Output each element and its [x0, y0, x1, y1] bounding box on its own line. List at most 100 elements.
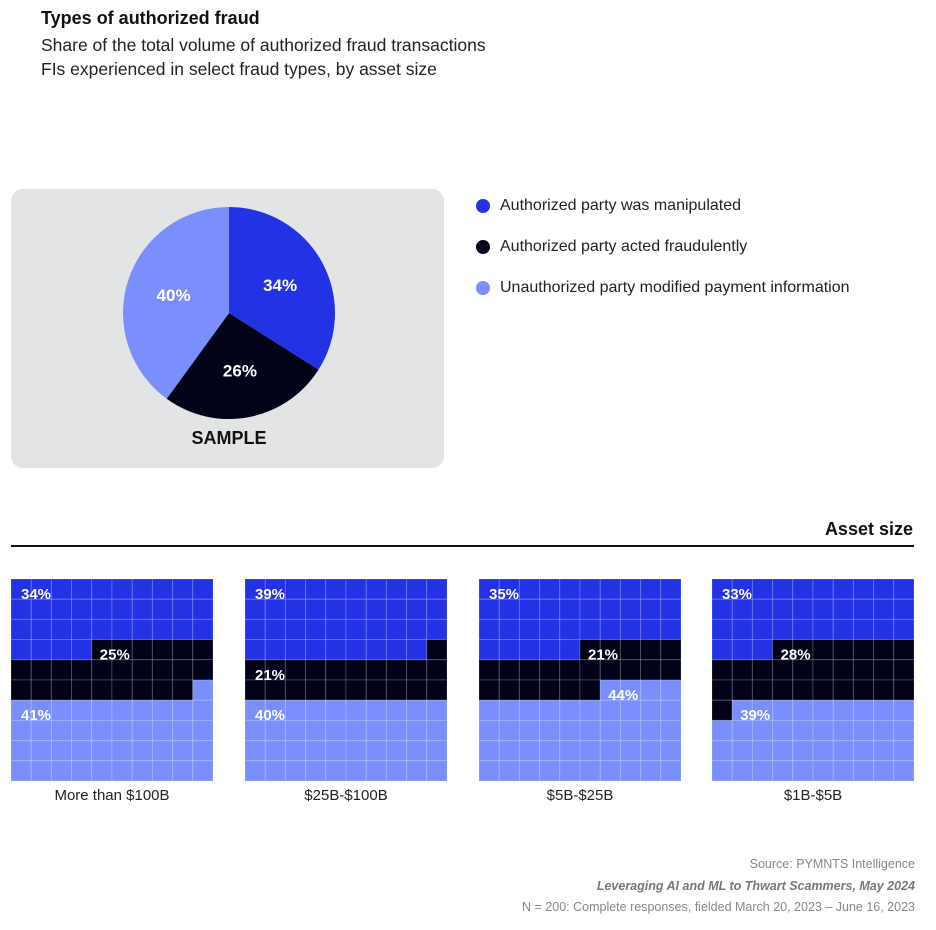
waffle-cell — [599, 740, 621, 762]
waffle-cell — [172, 579, 194, 600]
waffle-cell — [832, 740, 854, 762]
waffle-chart: 33% 28% 39% — [712, 579, 915, 782]
waffle-cell — [772, 699, 794, 721]
waffle-cell — [599, 760, 621, 782]
waffle-cell — [91, 618, 113, 641]
waffle-cell — [172, 659, 194, 681]
waffle-cell — [792, 679, 814, 701]
waffle-cell — [305, 760, 327, 782]
waffle-data-label: 28% — [781, 647, 811, 664]
waffle-cell — [151, 679, 174, 701]
waffle-cell — [365, 740, 387, 762]
waffle-cell — [873, 740, 895, 762]
waffle-cell — [599, 618, 621, 641]
waffle-data-label: 40% — [255, 707, 285, 724]
waffle-cell — [71, 639, 93, 661]
waffle-cell — [619, 659, 642, 681]
waffle-cell — [660, 760, 682, 782]
waffle-cell — [325, 719, 347, 742]
waffle-cell — [832, 699, 854, 721]
waffle-cell — [151, 579, 174, 600]
waffle-cell — [30, 760, 52, 782]
waffle-cell — [406, 639, 428, 661]
waffle-cell — [245, 639, 266, 661]
waffle-cell — [245, 760, 266, 782]
waffle-cell — [660, 618, 682, 641]
waffle-cell — [365, 659, 387, 681]
waffle-cell — [559, 740, 581, 762]
waffle-cell — [539, 618, 561, 641]
pie-chart: 34% 26% 40% SAMPLE — [123, 207, 335, 448]
waffle-cell — [192, 760, 214, 782]
waffle-cell — [712, 699, 733, 721]
waffle-cell — [71, 659, 93, 681]
waffle-cell — [50, 579, 73, 600]
waffle-cell — [245, 740, 266, 762]
waffle-cell — [111, 719, 133, 742]
waffle-cell — [498, 719, 520, 742]
legend-label: Authorized party acted fraudulently — [500, 237, 748, 255]
waffle-cell — [539, 639, 561, 661]
waffle-data-label: 33% — [722, 586, 752, 603]
waffle-cell — [365, 679, 387, 701]
waffle-cell — [305, 598, 327, 620]
waffle-cell — [772, 579, 794, 600]
waffle-cell — [385, 639, 408, 661]
waffle-cell — [151, 740, 174, 762]
waffle-cell — [91, 699, 113, 721]
waffle-cell — [111, 618, 133, 641]
waffle-cell — [893, 740, 915, 762]
waffle-cell — [325, 699, 347, 721]
waffle-cell — [518, 719, 541, 742]
waffle-cell — [385, 719, 408, 742]
waffle-cell — [792, 598, 814, 620]
waffle-cell — [812, 699, 834, 721]
waffle-cell — [426, 699, 448, 721]
waffle-cell — [345, 740, 367, 762]
waffle-cell — [660, 740, 682, 762]
waffle-cell — [11, 740, 32, 762]
waffle-category-label: $5B-$25B — [546, 787, 614, 804]
waffle-data-label: 21% — [588, 647, 618, 664]
waffle-cell — [812, 760, 834, 782]
waffle-cell — [712, 760, 733, 782]
waffle-cell — [539, 659, 561, 681]
waffle-cell — [426, 760, 448, 782]
waffle-cell — [91, 740, 113, 762]
waffle-cell — [406, 719, 428, 742]
waffle-cell — [660, 719, 682, 742]
waffle-cell — [559, 679, 581, 701]
waffle-cell — [873, 760, 895, 782]
waffle-cell — [660, 579, 682, 600]
subtitle-line: FIs experienced in select fraud types, b… — [41, 59, 437, 79]
waffle-cell — [365, 618, 387, 641]
waffle-cell — [640, 740, 662, 762]
waffle-cell — [518, 579, 541, 600]
waffle-data-label: 41% — [21, 707, 51, 724]
waffle-cell — [365, 639, 387, 661]
waffle-cell — [325, 618, 347, 641]
waffle-cell — [71, 740, 93, 762]
waffle-cell — [751, 679, 774, 701]
waffle-cell — [30, 679, 52, 701]
waffle-cell — [812, 659, 834, 681]
waffle-cell — [406, 679, 428, 701]
waffle-cell — [731, 659, 753, 681]
waffle-cell — [426, 740, 448, 762]
waffle-cell — [426, 719, 448, 742]
waffle-cell — [345, 679, 367, 701]
waffle-cell — [131, 719, 153, 742]
waffle-cell — [772, 760, 794, 782]
waffle-cell — [284, 579, 307, 600]
waffle-cell — [30, 618, 52, 641]
waffle-cell — [385, 579, 408, 600]
waffle-cell — [619, 760, 642, 782]
waffle-cell — [385, 740, 408, 762]
waffle-cell — [151, 699, 174, 721]
waffle-cell — [284, 699, 307, 721]
waffle-cell — [660, 659, 682, 681]
waffle-cell — [111, 579, 133, 600]
waffle-cell — [284, 740, 307, 762]
pie-data-label: 26% — [223, 361, 257, 380]
waffle-cell — [640, 618, 662, 641]
